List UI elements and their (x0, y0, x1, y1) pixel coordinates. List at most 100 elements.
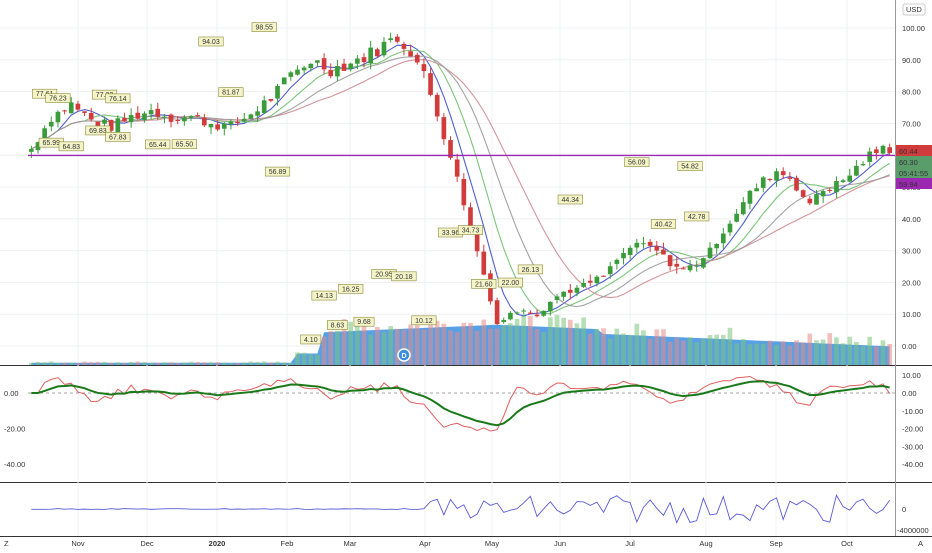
volume-bar (627, 335, 633, 365)
candle-body (381, 41, 387, 56)
volume-bar (48, 361, 54, 365)
candle-body (128, 115, 134, 123)
price-label: 42.78 (688, 214, 706, 221)
volume-bar (720, 335, 726, 365)
price-label-box (264, 166, 291, 177)
candle-body (468, 207, 473, 226)
candle-body (854, 165, 859, 176)
volume-bar (281, 362, 287, 365)
candle-body (348, 63, 354, 70)
volume-bar (414, 323, 420, 365)
candle-body (554, 296, 560, 300)
candle-body (175, 120, 181, 122)
candle-body (35, 142, 41, 151)
dividend-badge (397, 348, 411, 362)
candle-body (308, 63, 314, 69)
candle-body (774, 171, 779, 181)
volume-bar (694, 342, 700, 365)
volume-bar (401, 329, 407, 365)
volume-bar (408, 324, 413, 365)
osc-left-tick: 0.00 (4, 389, 19, 398)
candle-body (88, 112, 94, 120)
candle-body (321, 58, 327, 70)
price-label-box (353, 316, 375, 327)
candle-body (887, 147, 893, 153)
price-label-box (105, 132, 131, 142)
candle-body (408, 51, 413, 57)
volume-bar (228, 363, 234, 365)
candle-body (315, 60, 320, 63)
volume-bar (155, 362, 161, 365)
price-label: 54.82 (681, 164, 699, 171)
oscillator-line (31, 375, 891, 432)
volume-bar (714, 334, 720, 365)
x-tick-label: Feb (281, 539, 294, 548)
ma-grey-line (31, 55, 890, 308)
volume-bar (328, 331, 334, 365)
candle-body (820, 191, 826, 197)
candle-body (374, 49, 380, 57)
candle-body (195, 115, 201, 117)
hline-price-tag: 59.94 (899, 180, 918, 189)
candle-body (275, 85, 280, 99)
osc-left-tick: -20.00 (4, 425, 25, 434)
volume-bar (514, 318, 520, 365)
osc-right-tick: -30.00 (902, 442, 923, 451)
price-label: 94.03 (202, 39, 220, 46)
candle-body (261, 100, 267, 114)
currency-label: USD (906, 5, 922, 14)
volume-bar (235, 362, 240, 365)
candle-body (48, 121, 54, 127)
candle-body (62, 110, 67, 112)
x-tick-label: Dec (140, 539, 154, 548)
price-label-box (171, 139, 197, 150)
volume-bar (335, 330, 340, 365)
volume-bar (241, 362, 247, 365)
candle-body (574, 287, 580, 293)
candle-body (75, 103, 81, 110)
volume-bar (754, 343, 759, 365)
volume-bar (35, 361, 41, 365)
candle-body (255, 111, 260, 116)
price-label-box (457, 225, 484, 235)
volume-bar (268, 362, 274, 365)
y-tick-label: 80.00 (902, 88, 921, 97)
volume-bar (135, 361, 141, 365)
candle-body (661, 249, 666, 255)
dividend-badge-label: D (401, 353, 406, 360)
price-label: 26.13 (522, 267, 540, 274)
volume-bar (521, 314, 527, 365)
candle-body (521, 310, 527, 312)
candle-body (215, 124, 220, 130)
price-label: 21.60 (475, 281, 493, 288)
x-tick-label: Aug (699, 539, 712, 548)
candle-body (155, 108, 161, 117)
osc-right-tick: -20.00 (902, 425, 923, 434)
candle-body (122, 118, 127, 122)
volume-bar (28, 362, 34, 365)
candle-body (634, 242, 640, 248)
candle-body (800, 190, 806, 197)
volume-bar (368, 334, 374, 365)
signal-line (31, 380, 890, 427)
y-tick-label: 100.00 (902, 24, 925, 33)
volume-bar (468, 323, 473, 365)
volume-bar (102, 361, 107, 365)
corner-label-left: Z (4, 539, 9, 548)
x-tick-label: Jul (625, 539, 635, 548)
last-price-tag: 60.44 (899, 147, 918, 156)
volume-bar (767, 340, 773, 365)
candle-body (441, 117, 447, 140)
price-label: 10.12 (415, 318, 433, 325)
volume-bar (501, 324, 507, 365)
volume-bar (42, 362, 47, 365)
price-label: 65.50 (176, 142, 194, 149)
candle-body (235, 121, 240, 124)
price-label: 76.14 (109, 96, 127, 103)
volume-bar (847, 336, 853, 365)
price-label: 56.89 (269, 169, 287, 176)
candle-body (794, 177, 799, 191)
volume-bar (62, 362, 67, 365)
